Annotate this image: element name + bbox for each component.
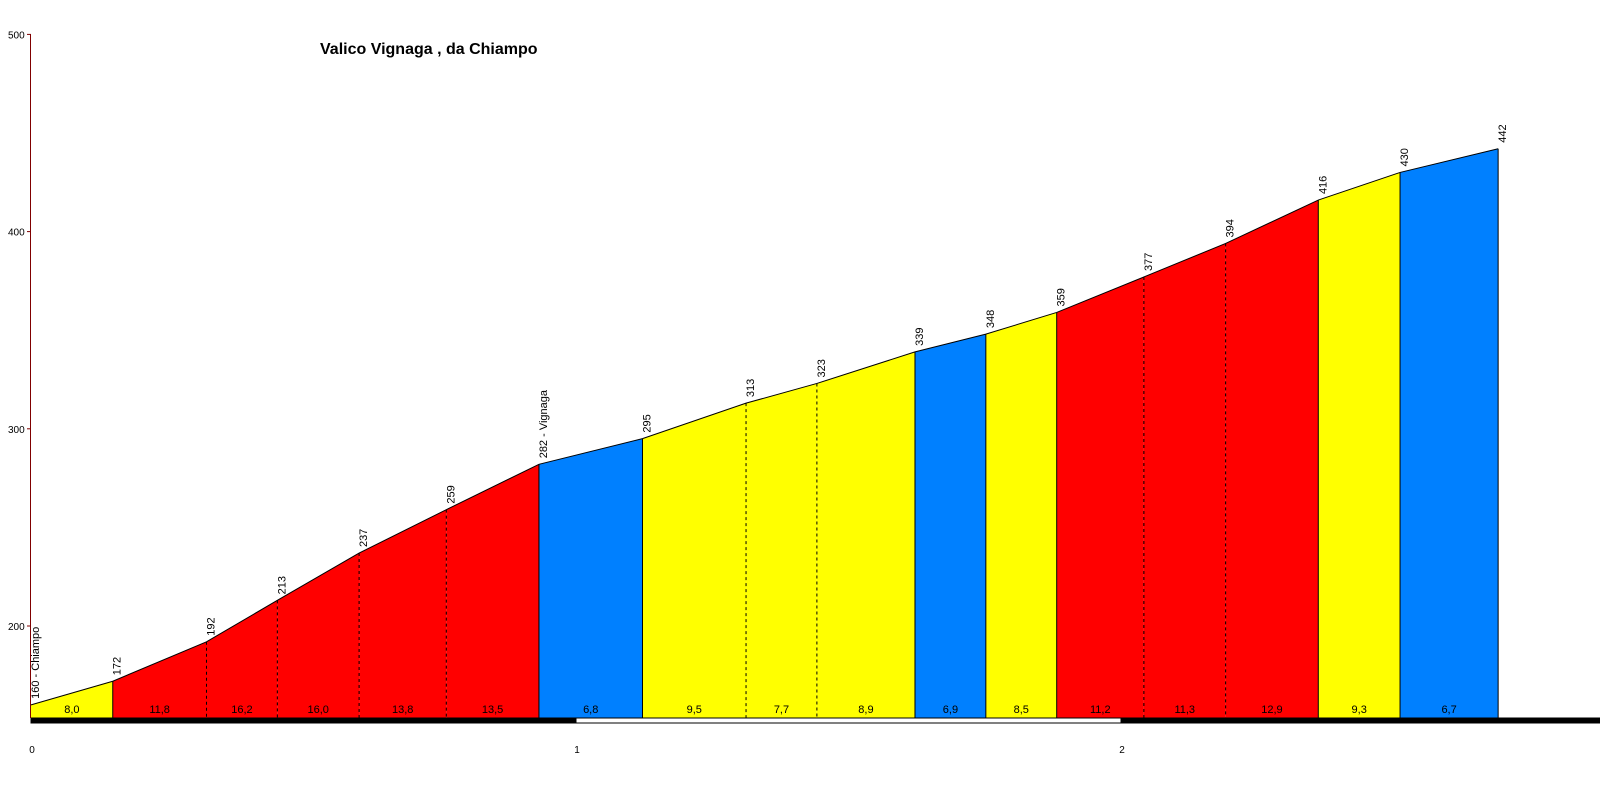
segment-area [1318, 172, 1401, 718]
segments-layer [31, 148, 1499, 719]
elevation-label: 282 - Vignaga [538, 389, 550, 458]
elevation-label: 348 [985, 310, 997, 328]
gradient-label: 11,8 [149, 704, 170, 716]
x-tick-label: 1 [574, 745, 580, 756]
y-tick-label: 200 [8, 622, 25, 633]
elevation-label: 172 [112, 657, 124, 675]
elevation-label: 160 - Chiampo [30, 627, 42, 699]
axes-layer: 0 1 2 200 300 400 500 [8, 30, 1125, 756]
elevation-label: 430 [1399, 148, 1411, 166]
elevation-label: 377 [1143, 253, 1155, 271]
km-bar-segment [1120, 717, 1600, 724]
km-bar-segment [575, 717, 1122, 724]
gradient-label: 6,8 [583, 704, 598, 716]
y-tick-label: 500 [8, 30, 25, 41]
segment-area [538, 438, 643, 718]
km-scale-bar [30, 717, 1600, 724]
segment-area [206, 600, 278, 718]
x-tick-label: 0 [29, 745, 35, 756]
elevation-label: 323 [816, 359, 828, 377]
segment-area [914, 334, 986, 718]
segment-area [112, 641, 207, 718]
gradient-label: 9,3 [1352, 704, 1367, 716]
segment-area [1400, 148, 1499, 718]
y-tick-label: 400 [8, 228, 25, 239]
gradient-label: 8,0 [64, 704, 79, 716]
segment-area [359, 509, 447, 718]
y-tick-label: 300 [8, 425, 25, 436]
elevation-label: 416 [1317, 176, 1329, 194]
elevation-label: 213 [276, 576, 288, 594]
gradient-label: 8,5 [1014, 704, 1029, 716]
gradient-label: 9,5 [687, 704, 702, 716]
segment-area [1225, 200, 1319, 719]
segment-area [642, 403, 747, 718]
gradient-labels-layer: 8,0 11,8 16,2 16,0 13,8 13,5 6,8 9,5 7,7 8,9 6,9 8,… [64, 704, 1457, 716]
profile-outline [30, 148, 1499, 706]
segment-area [816, 351, 915, 718]
gradient-label: 13,8 [392, 704, 413, 716]
elevation-labels-layer: 160 - Chiampo 172 192 213 237 259 282 - Vignag… [30, 124, 1509, 698]
elevation-label: 295 [641, 414, 653, 432]
gradient-label: 16,2 [231, 704, 252, 716]
segment-area [277, 553, 360, 718]
gradient-label: 12,9 [1261, 704, 1282, 716]
elevation-label: 442 [1497, 124, 1509, 142]
segment-area [985, 312, 1057, 718]
segment-area [31, 681, 113, 718]
km-bar-segment [30, 717, 577, 724]
gradient-label: 7,7 [774, 704, 789, 716]
elevation-label: 237 [358, 529, 370, 547]
gradient-label: 11,2 [1090, 704, 1111, 716]
elevation-label: 313 [745, 379, 757, 397]
gradient-label: 13,5 [482, 704, 503, 716]
chart-title: Valico Vignaga , da Chiampo [320, 41, 538, 58]
segment-area [446, 464, 539, 718]
gradient-label: 6,9 [943, 704, 958, 716]
gradient-label: 8,9 [858, 704, 873, 716]
gradient-label: 6,7 [1441, 704, 1456, 716]
elevation-label: 259 [445, 485, 457, 503]
x-tick-label: 2 [1119, 745, 1125, 756]
segment-area [746, 383, 817, 718]
elevation-label: 339 [914, 328, 926, 346]
gradient-label: 16,0 [308, 704, 329, 716]
dividers-layer [112, 148, 1499, 718]
elevation-label: 192 [205, 617, 217, 635]
elevation-label: 394 [1225, 219, 1237, 237]
segment-area [1056, 276, 1144, 718]
segment-area [1143, 243, 1226, 718]
elevation-label: 359 [1056, 288, 1068, 306]
gradient-label: 11,3 [1174, 704, 1195, 716]
